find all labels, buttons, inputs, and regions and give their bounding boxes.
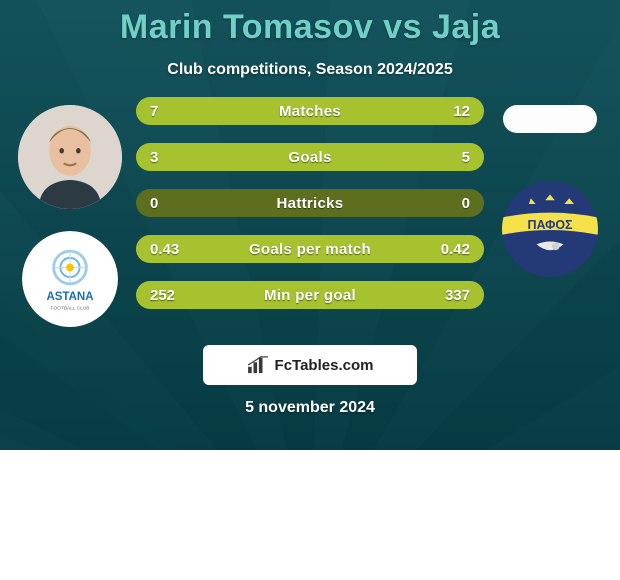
stat-left-value: 0 — [150, 195, 158, 212]
player-right-club-logo: ΠΑΦΟΣ — [502, 181, 598, 277]
stat-left-value: 3 — [150, 149, 158, 166]
svg-text:ASTANA: ASTANA — [46, 291, 94, 303]
bar-chart-icon — [247, 356, 269, 374]
stat-row: 0.43 Goals per match 0.42 — [136, 235, 484, 263]
stat-metric-label: Min per goal — [264, 287, 356, 304]
page-title: Marin Tomasov vs Jaja — [0, 0, 620, 47]
player-left-column: ASTANA FOOTBALL CLUB — [6, 97, 134, 327]
stat-left-value: 7 — [150, 103, 158, 120]
player-left-club-logo: ASTANA FOOTBALL CLUB — [22, 231, 118, 327]
comparison-body: ASTANA FOOTBALL CLUB 7 Matches 12 3 Goal… — [0, 97, 620, 327]
stat-metric-label: Goals per match — [249, 241, 371, 258]
comparison-card: Marin Tomasov vs Jaja Club competitions,… — [0, 0, 620, 450]
stat-row: 7 Matches 12 — [136, 97, 484, 125]
stat-row: 252 Min per goal 337 — [136, 281, 484, 309]
stat-row: 3 Goals 5 — [136, 143, 484, 171]
stat-left-value: 252 — [150, 287, 175, 304]
stat-right-value: 0.42 — [441, 241, 470, 258]
svg-text:ΠΑΦΟΣ: ΠΑΦΟΣ — [527, 218, 573, 232]
player-right-flag — [503, 105, 597, 133]
player-right-column: ΠΑΦΟΣ — [486, 97, 614, 277]
fctables-logo: FcTables.com — [203, 345, 417, 385]
stat-metric-label: Hattricks — [277, 195, 344, 212]
footer-date: 5 november 2024 — [0, 399, 620, 417]
player-left-avatar — [18, 105, 122, 209]
stat-right-value: 337 — [445, 287, 470, 304]
stat-right-value: 5 — [462, 149, 470, 166]
subtitle: Club competitions, Season 2024/2025 — [0, 61, 620, 79]
stat-right-value: 0 — [462, 195, 470, 212]
stat-metric-label: Goals — [288, 149, 331, 166]
stat-left-value: 0.43 — [150, 241, 179, 258]
stat-metric-label: Matches — [279, 103, 341, 120]
fctables-text: FcTables.com — [275, 357, 374, 374]
stat-right-value: 12 — [453, 103, 470, 120]
stat-row: 0 Hattricks 0 — [136, 189, 484, 217]
svg-text:FOOTBALL CLUB: FOOTBALL CLUB — [51, 306, 90, 312]
stat-bars: 7 Matches 12 3 Goals 5 0 Hattricks 0 0.4… — [134, 97, 486, 309]
